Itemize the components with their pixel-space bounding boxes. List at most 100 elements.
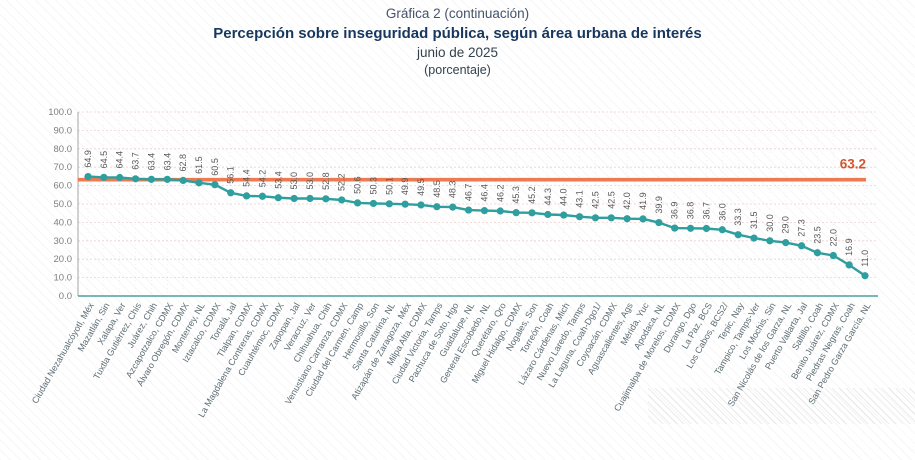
data-point-marker [385,200,393,208]
data-point-value-label: 42.5 [606,191,616,209]
data-point-marker [433,203,441,211]
data-point-marker [480,207,489,215]
data-point-marker [829,251,837,260]
data-point-marker [718,226,726,234]
data-point-marker [607,214,615,222]
x-axis-city-label: Ciudad Nezahualcóyotl, Méx [30,301,96,406]
y-axis-tick-label: 30.0 [54,236,73,247]
data-point-marker [116,173,124,182]
data-point-marker [242,192,251,200]
data-point-marker [369,199,378,208]
chart-unit-subtitle: (porcentaje) [424,62,491,77]
data-point-value-label: 36.9 [670,202,680,220]
data-point-value-label: 44.3 [543,188,553,206]
data-point-value-label: 63.4 [146,153,156,171]
data-point-marker [544,210,552,219]
y-axis-tick-label: 60.0 [54,181,73,192]
data-point-marker [639,215,647,223]
data-point-value-label: 48.5 [432,180,442,198]
y-axis-tick-label: 70.0 [54,162,73,173]
data-point-value-label: 33.3 [733,208,743,226]
data-point-marker [322,195,330,203]
data-point-value-label: 52.2 [337,173,347,191]
data-point-value-label: 50.3 [368,177,378,195]
data-point-value-label: 27.3 [797,219,807,237]
data-point-marker [623,215,631,223]
data-point-value-label: 36.7 [701,202,711,220]
data-point-marker [686,224,695,232]
y-axis-tick-label: 10.0 [54,273,73,284]
data-point-value-label: 23.5 [812,226,822,244]
data-point-value-label: 46.2 [495,184,505,202]
y-axis-tick-label: 80.0 [54,144,73,155]
data-point-value-label: 53.4 [273,171,283,189]
data-point-marker [290,194,298,203]
y-axis-tick-label: 20.0 [54,254,73,265]
chart-main-title: Percepción sobre inseguridad pública, se… [213,24,702,42]
data-point-marker [227,189,235,197]
y-axis-tick-label: 100.0 [48,107,72,118]
data-point-marker [655,218,663,227]
chart-period-subtitle: junio de 2025 [416,44,499,60]
data-point-marker [797,242,806,250]
data-point-value-label: 54.4 [242,169,252,187]
data-point-marker [591,214,600,222]
data-point-marker [100,173,108,181]
data-point-marker [338,196,346,204]
data-point-value-label: 64.4 [115,151,125,169]
data-point-value-label: 64.5 [99,151,109,169]
chart-title-block: Gráfica 2 (continuación) Percepción sobr… [0,6,915,78]
data-point-value-label: 50.1 [384,177,394,195]
data-point-value-label: 54.2 [257,170,267,188]
data-point-marker [464,206,473,214]
data-point-marker [179,176,187,185]
data-point-value-label: 63.7 [131,152,141,170]
data-point-marker [449,203,457,211]
data-point-marker [274,194,282,202]
data-point-marker [353,199,362,207]
data-point-marker [417,201,425,209]
data-point-value-label: 22.0 [828,229,838,247]
data-point-value-label: 11.0 [860,250,870,267]
data-point-marker [766,237,774,245]
data-point-value-label: 50.6 [353,176,363,194]
data-point-value-label: 31.5 [749,212,759,230]
data-point-value-label: 53.0 [305,172,315,190]
data-point-value-label: 63.4 [162,153,172,171]
data-point-value-label: 53.0 [289,172,299,190]
data-point-value-label: 61.5 [194,156,204,174]
data-point-value-label: 62.8 [178,154,188,172]
data-point-marker [306,194,314,203]
data-point-marker [845,261,853,269]
data-point-value-label: 36.8 [686,202,696,220]
data-point-value-label: 45.3 [511,186,521,204]
data-point-value-label: 45.2 [527,186,537,204]
data-point-marker [671,224,679,232]
data-point-marker [496,207,504,215]
data-point-marker [750,234,758,242]
data-point-marker [782,239,790,247]
data-point-value-label: 49.5 [416,178,426,196]
data-point-marker [401,200,409,208]
data-point-marker [528,209,536,217]
data-point-value-label: 44.0 [559,189,569,207]
data-point-value-label: 16.9 [844,238,854,256]
data-point-value-label: 39.9 [654,196,664,214]
data-point-marker [861,272,869,280]
data-point-value-label: 41.9 [638,192,648,210]
data-point-marker [512,209,520,217]
y-axis-tick-label: 0.0 [59,291,72,302]
data-point-marker [195,179,203,187]
chart-figure-caption: Gráfica 2 (continuación) [385,6,530,21]
data-point-value-label: 43.1 [575,190,585,208]
y-axis-tick-label: 90.0 [54,125,73,136]
data-point-marker [163,175,171,183]
data-point-marker [734,231,742,239]
data-point-marker [702,224,711,233]
reference-line-label: 63.2 [840,157,866,172]
y-axis-tick-label: 50.0 [54,199,73,210]
y-axis-tick-label: 40.0 [54,217,73,228]
data-point-marker [147,175,156,183]
